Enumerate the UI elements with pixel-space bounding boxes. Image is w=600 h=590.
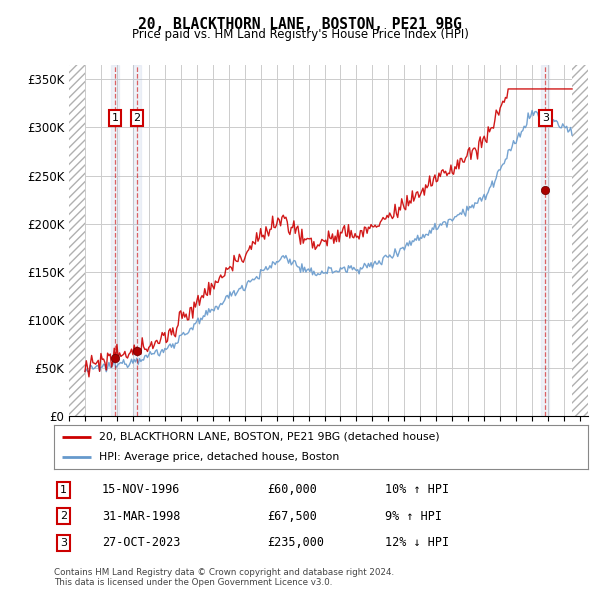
Text: 31-MAR-1998: 31-MAR-1998: [102, 510, 181, 523]
Bar: [111, 65, 119, 416]
Bar: [572, 65, 588, 416]
Text: 1: 1: [60, 485, 67, 495]
Text: HPI: Average price, detached house, Boston: HPI: Average price, detached house, Bost…: [100, 452, 340, 462]
Text: 20, BLACKTHORN LANE, BOSTON, PE21 9BG (detached house): 20, BLACKTHORN LANE, BOSTON, PE21 9BG (d…: [100, 432, 440, 442]
Text: 9% ↑ HPI: 9% ↑ HPI: [385, 510, 442, 523]
Text: 12% ↓ HPI: 12% ↓ HPI: [385, 536, 449, 549]
Text: 3: 3: [542, 113, 549, 123]
Text: 27-OCT-2023: 27-OCT-2023: [102, 536, 181, 549]
Text: 15-NOV-1996: 15-NOV-1996: [102, 483, 181, 496]
Text: 2: 2: [133, 113, 140, 123]
Text: 10% ↑ HPI: 10% ↑ HPI: [385, 483, 449, 496]
Text: 1: 1: [112, 113, 118, 123]
Bar: [69, 65, 85, 416]
Text: Contains HM Land Registry data © Crown copyright and database right 2024.
This d: Contains HM Land Registry data © Crown c…: [54, 568, 394, 587]
Text: £67,500: £67,500: [268, 510, 317, 523]
Text: £235,000: £235,000: [268, 536, 325, 549]
Text: Price paid vs. HM Land Registry's House Price Index (HPI): Price paid vs. HM Land Registry's House …: [131, 28, 469, 41]
Text: £60,000: £60,000: [268, 483, 317, 496]
Text: 20, BLACKTHORN LANE, BOSTON, PE21 9BG: 20, BLACKTHORN LANE, BOSTON, PE21 9BG: [138, 17, 462, 31]
Bar: [133, 65, 141, 416]
Text: 2: 2: [60, 512, 67, 521]
Text: 3: 3: [60, 537, 67, 548]
Bar: [541, 65, 550, 416]
